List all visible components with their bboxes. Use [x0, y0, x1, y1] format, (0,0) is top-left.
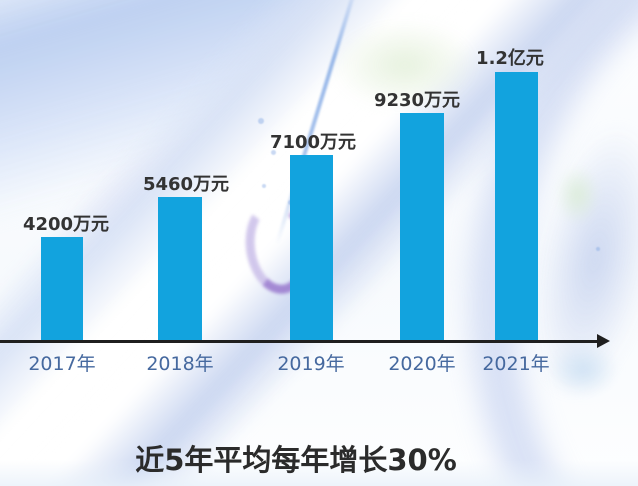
background-speck — [271, 150, 276, 155]
value-label-2018: 5460万元 — [142, 174, 230, 195]
background-green-speck — [555, 165, 600, 225]
bar-2017 — [41, 237, 83, 342]
background-speck — [258, 118, 264, 124]
bar-2021 — [495, 72, 538, 342]
x-tick-2020: 2020年 — [388, 353, 456, 375]
background-speck — [262, 184, 266, 188]
value-label-2017: 4200万元 — [22, 214, 110, 235]
value-label-2019: 7100万元 — [269, 132, 357, 153]
bar-2020 — [400, 113, 444, 342]
bar-2018 — [158, 197, 202, 342]
background-speck — [596, 247, 600, 251]
x-tick-2017: 2017年 — [28, 353, 96, 375]
value-label-2021: 1.2亿元 — [476, 48, 544, 69]
x-axis-line — [0, 340, 599, 343]
bar-2019 — [290, 155, 333, 342]
x-tick-2019: 2019年 — [277, 353, 345, 375]
x-tick-2018: 2018年 — [146, 353, 214, 375]
value-label-2020: 9230万元 — [373, 90, 461, 111]
x-tick-2021: 2021年 — [482, 353, 550, 375]
x-axis-arrow-icon — [597, 334, 610, 348]
chart-caption: 近5年平均每年增长30% — [135, 443, 457, 477]
